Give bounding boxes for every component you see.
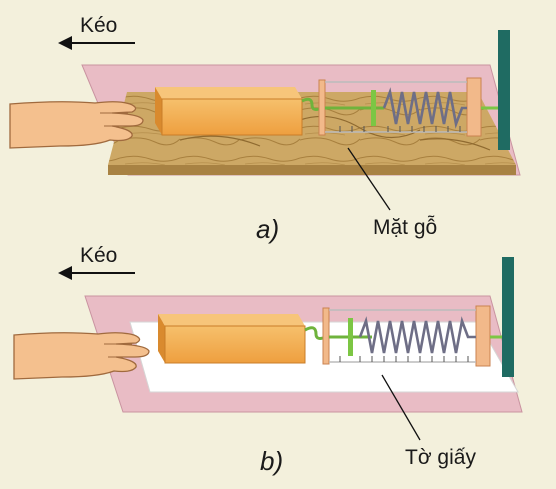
pull-label-a: Kéo — [80, 14, 118, 37]
fixed-post-b — [502, 257, 514, 377]
panel-b — [13, 257, 523, 441]
pull-arrow-a — [58, 36, 135, 50]
paper-surface-label: Tờ giấy — [405, 446, 476, 469]
spring-scale-b — [322, 305, 502, 367]
caption-b: b) — [260, 446, 284, 476]
fixed-post-a — [498, 30, 510, 150]
hand-a — [9, 101, 144, 149]
pull-arrow-b — [58, 266, 135, 280]
surface-pointer-b — [381, 374, 421, 441]
hand-b — [13, 332, 150, 380]
wooden-block-a — [155, 87, 303, 136]
pull-label-b: Kéo — [80, 244, 118, 267]
caption-a: a) — [256, 214, 280, 244]
wooden-block-b — [158, 314, 306, 364]
surface-pointer-a — [347, 147, 391, 211]
wood-surface-label: Mặt gỗ — [373, 216, 438, 239]
spring-scale-a — [318, 77, 498, 137]
panel-a — [9, 30, 521, 211]
